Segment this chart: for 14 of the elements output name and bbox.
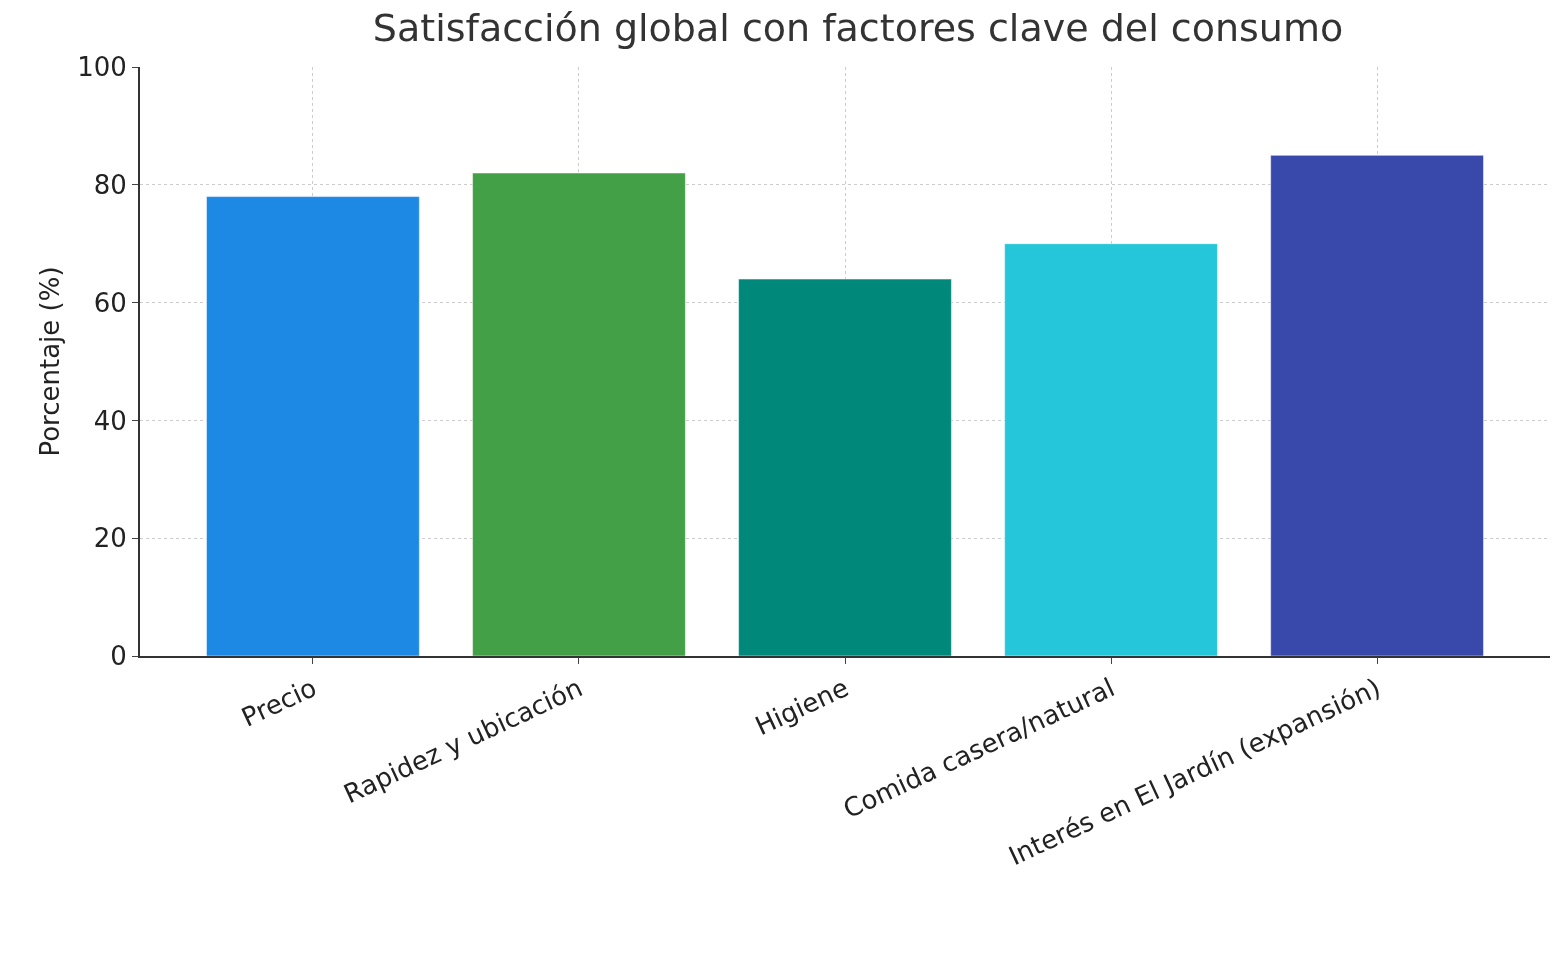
- y-tick-label: 80: [93, 169, 127, 200]
- y-tick-label: 40: [93, 405, 127, 436]
- bar: [1270, 155, 1484, 656]
- chart-title: Satisfacción global con factores clave del consumo: [372, 5, 1344, 50]
- bar: [738, 278, 952, 656]
- x-tick-label: Precio: [236, 672, 321, 733]
- bar: [206, 196, 420, 656]
- y-tick-label: 0: [110, 641, 127, 672]
- bar: [1004, 243, 1218, 656]
- y-tick-label: 60: [93, 287, 127, 318]
- y-tick-label: 100: [77, 52, 127, 83]
- y-axis-title: Porcentaje (%): [35, 266, 66, 457]
- y-tick-label: 20: [93, 523, 127, 554]
- bar: [472, 172, 686, 656]
